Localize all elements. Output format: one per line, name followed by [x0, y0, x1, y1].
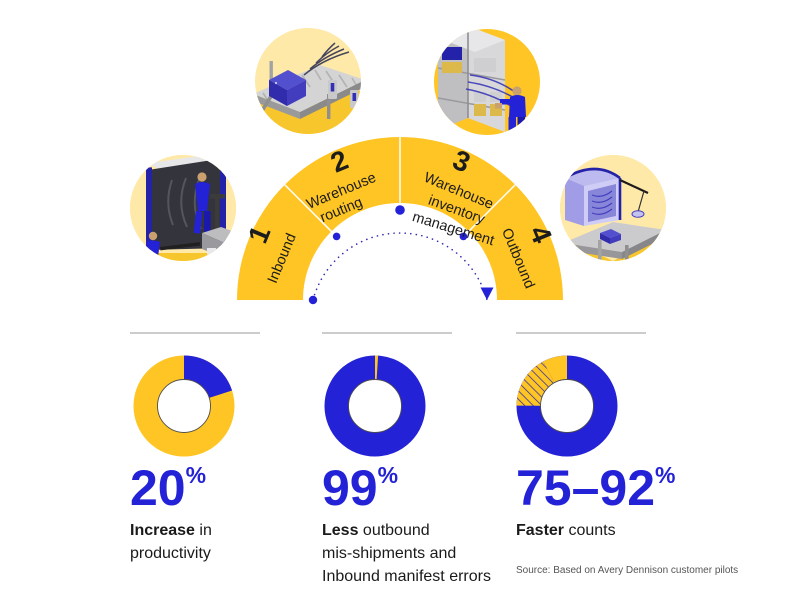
svg-text:75–92%: 75–92% — [516, 460, 676, 516]
svg-text:Faster counts: Faster counts — [516, 522, 616, 539]
svg-text:99%: 99% — [322, 460, 398, 516]
svg-text:Less outbound: Less outbound — [322, 522, 430, 539]
svg-text:Inbound manifest errors: Inbound manifest errors — [322, 568, 491, 585]
svg-text:Source: Based on Avery Denniso: Source: Based on Avery Dennison customer… — [516, 565, 738, 576]
svg-text:Increase in: Increase in — [130, 522, 212, 539]
svg-text:mis-shipments and: mis-shipments and — [322, 545, 456, 562]
svg-text:20%: 20% — [130, 460, 206, 516]
svg-text:productivity: productivity — [130, 545, 211, 562]
